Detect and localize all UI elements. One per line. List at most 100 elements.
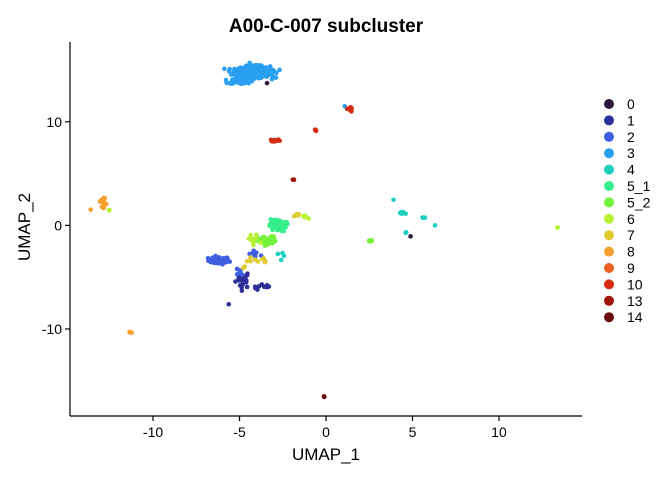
data-point xyxy=(272,219,278,224)
data-point xyxy=(367,238,373,243)
data-point xyxy=(256,283,262,289)
data-point xyxy=(242,77,248,83)
data-point xyxy=(248,232,253,238)
x-axis-ticks: -10 -5 0 5 10 xyxy=(143,416,507,440)
data-point xyxy=(322,394,327,400)
y-tick-label: 0 xyxy=(54,217,62,233)
legend-item: 14 xyxy=(604,309,643,325)
data-point xyxy=(275,251,281,257)
data-point xyxy=(250,64,255,70)
data-point xyxy=(270,226,275,231)
data-point xyxy=(280,250,285,256)
x-tick-label: 10 xyxy=(491,424,507,440)
series-5-2 xyxy=(254,233,374,249)
series-8 xyxy=(88,195,134,335)
data-point xyxy=(274,70,279,76)
data-point xyxy=(99,204,105,210)
legend-label: 2 xyxy=(627,129,635,145)
data-point xyxy=(237,268,242,273)
x-tick-label: -10 xyxy=(143,424,163,440)
data-point xyxy=(251,242,256,248)
data-point xyxy=(252,285,258,291)
legend-label: 4 xyxy=(627,162,635,178)
legend-swatch xyxy=(604,197,614,208)
data-point xyxy=(391,197,396,203)
legend-swatch xyxy=(604,131,614,142)
data-point xyxy=(268,221,274,226)
data-point xyxy=(233,71,238,77)
legend-swatch xyxy=(604,295,614,306)
legend-swatch xyxy=(604,181,614,191)
data-point xyxy=(247,67,252,73)
data-point xyxy=(248,258,253,264)
series-2 xyxy=(205,248,264,277)
data-point xyxy=(408,234,413,239)
legend-swatch xyxy=(604,213,614,224)
legend-label: 7 xyxy=(627,227,635,243)
data-point xyxy=(248,237,254,242)
data-point xyxy=(306,216,311,221)
data-point xyxy=(259,67,264,72)
data-point xyxy=(222,66,227,72)
series-10 xyxy=(268,104,354,144)
data-point xyxy=(244,258,250,264)
legend-item: 8 xyxy=(604,244,635,260)
scatter-points xyxy=(88,60,560,400)
data-point xyxy=(224,256,229,262)
y-tick-label: -10 xyxy=(42,321,62,337)
legend-swatch xyxy=(604,99,614,109)
data-point xyxy=(267,64,273,69)
data-point xyxy=(313,128,319,133)
data-point xyxy=(399,211,405,217)
data-point xyxy=(242,264,248,269)
data-point xyxy=(252,257,258,262)
legend-label: 9 xyxy=(627,260,635,276)
data-point xyxy=(268,217,273,222)
legend-item: 9 xyxy=(604,260,635,276)
legend-item: 13 xyxy=(604,293,643,309)
series-6 xyxy=(106,207,560,248)
data-point xyxy=(269,139,275,144)
legend-swatch xyxy=(604,279,614,290)
legend-swatch xyxy=(604,246,614,257)
legend-label: 0 xyxy=(627,96,635,112)
data-point xyxy=(248,255,253,260)
legend-label: 13 xyxy=(627,293,643,309)
legend-swatch xyxy=(604,312,614,323)
series-7 xyxy=(240,211,302,271)
legend-swatch xyxy=(604,115,614,126)
y-axis-ticks: -10 0 10 xyxy=(42,114,70,337)
data-point xyxy=(294,211,300,217)
legend-label: 5_1 xyxy=(627,178,651,194)
data-point xyxy=(291,177,297,182)
data-point xyxy=(264,284,270,290)
x-tick-label: -5 xyxy=(233,424,246,440)
data-point xyxy=(278,257,284,263)
legend-swatch xyxy=(604,230,614,241)
data-point xyxy=(277,67,282,73)
data-point xyxy=(239,272,245,277)
data-point xyxy=(263,72,269,78)
legend-item: 5_1 xyxy=(604,178,651,194)
data-point xyxy=(223,77,229,83)
data-point xyxy=(226,302,232,307)
legend-label: 3 xyxy=(627,145,635,161)
x-axis-title: UMAP_1 xyxy=(292,445,360,464)
legend-label: 6 xyxy=(627,211,635,227)
legend-label: 5_2 xyxy=(627,194,651,210)
legend-label: 10 xyxy=(627,276,643,292)
legend-item: 10 xyxy=(604,276,643,292)
legend-item: 0 xyxy=(604,96,635,112)
series-5-1 xyxy=(267,217,290,234)
data-point xyxy=(236,77,242,83)
series-4 xyxy=(275,197,438,263)
data-point xyxy=(247,251,252,257)
data-point xyxy=(349,105,354,111)
data-point xyxy=(252,236,258,242)
data-point xyxy=(251,248,257,254)
data-point xyxy=(239,285,245,290)
legend-item: 5_2 xyxy=(604,194,651,210)
legend-item: 4 xyxy=(604,162,635,178)
series-3 xyxy=(222,60,348,109)
legend-item: 3 xyxy=(604,145,635,161)
